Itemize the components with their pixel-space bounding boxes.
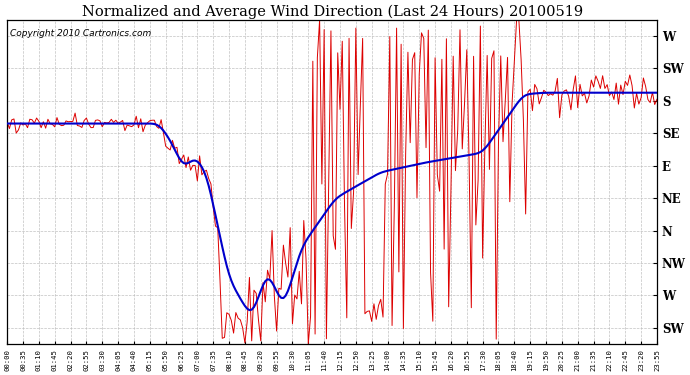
Text: Copyright 2010 Cartronics.com: Copyright 2010 Cartronics.com [10,30,152,39]
Title: Normalized and Average Wind Direction (Last 24 Hours) 20100519: Normalized and Average Wind Direction (L… [81,4,582,18]
